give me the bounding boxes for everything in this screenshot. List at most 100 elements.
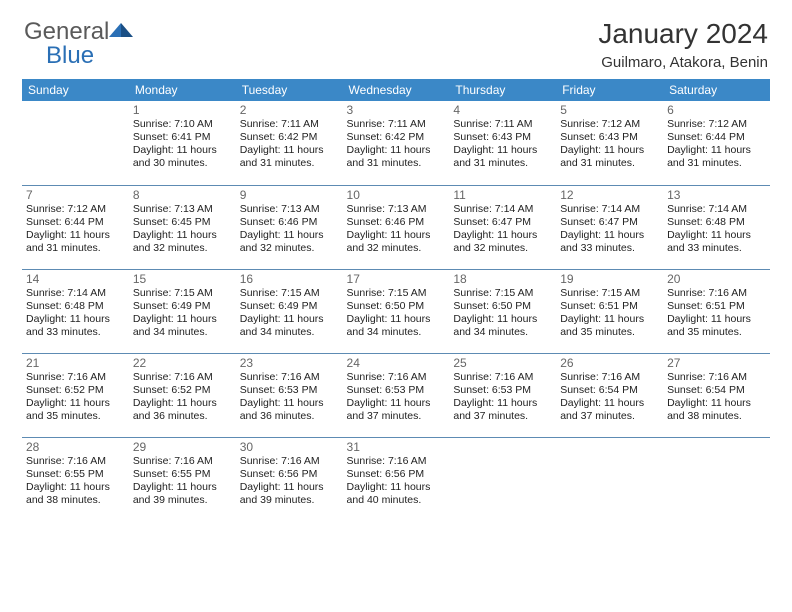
day-details: Sunrise: 7:16 AMSunset: 6:52 PMDaylight:…: [26, 371, 125, 424]
day-number: 17: [347, 272, 446, 286]
day-number: 23: [240, 356, 339, 370]
weekday-header: Monday: [129, 79, 236, 101]
page-title: January 2024: [598, 18, 768, 50]
day-details: Sunrise: 7:16 AMSunset: 6:53 PMDaylight:…: [347, 371, 446, 424]
empty-cell: [556, 437, 663, 521]
calendar-header-row: SundayMondayTuesdayWednesdayThursdayFrid…: [22, 79, 770, 101]
day-details: Sunrise: 7:11 AMSunset: 6:42 PMDaylight:…: [347, 118, 446, 171]
day-details: Sunrise: 7:13 AMSunset: 6:46 PMDaylight:…: [347, 203, 446, 256]
day-cell: 29Sunrise: 7:16 AMSunset: 6:55 PMDayligh…: [129, 437, 236, 521]
day-details: Sunrise: 7:15 AMSunset: 6:49 PMDaylight:…: [240, 287, 339, 340]
header: General Blue January 2024 Guilmaro, Atak…: [0, 0, 792, 79]
day-number: 13: [667, 188, 766, 202]
day-number: 11: [453, 188, 552, 202]
day-cell: 21Sunrise: 7:16 AMSunset: 6:52 PMDayligh…: [22, 353, 129, 437]
day-number: 26: [560, 356, 659, 370]
weekday-header: Sunday: [22, 79, 129, 101]
day-number: 22: [133, 356, 232, 370]
day-cell: 15Sunrise: 7:15 AMSunset: 6:49 PMDayligh…: [129, 269, 236, 353]
empty-cell: [22, 101, 129, 185]
day-details: Sunrise: 7:16 AMSunset: 6:55 PMDaylight:…: [133, 455, 232, 508]
day-cell: 3Sunrise: 7:11 AMSunset: 6:42 PMDaylight…: [343, 101, 450, 185]
day-details: Sunrise: 7:10 AMSunset: 6:41 PMDaylight:…: [133, 118, 232, 171]
day-cell: 12Sunrise: 7:14 AMSunset: 6:47 PMDayligh…: [556, 185, 663, 269]
day-details: Sunrise: 7:13 AMSunset: 6:46 PMDaylight:…: [240, 203, 339, 256]
day-number: 29: [133, 440, 232, 454]
day-cell: 25Sunrise: 7:16 AMSunset: 6:53 PMDayligh…: [449, 353, 556, 437]
day-cell: 30Sunrise: 7:16 AMSunset: 6:56 PMDayligh…: [236, 437, 343, 521]
logo-text-2: Blue: [46, 42, 94, 70]
day-cell: 18Sunrise: 7:15 AMSunset: 6:50 PMDayligh…: [449, 269, 556, 353]
day-cell: 16Sunrise: 7:15 AMSunset: 6:49 PMDayligh…: [236, 269, 343, 353]
day-details: Sunrise: 7:12 AMSunset: 6:43 PMDaylight:…: [560, 118, 659, 171]
day-details: Sunrise: 7:16 AMSunset: 6:54 PMDaylight:…: [560, 371, 659, 424]
day-details: Sunrise: 7:12 AMSunset: 6:44 PMDaylight:…: [667, 118, 766, 171]
day-details: Sunrise: 7:12 AMSunset: 6:44 PMDaylight:…: [26, 203, 125, 256]
day-details: Sunrise: 7:16 AMSunset: 6:52 PMDaylight:…: [133, 371, 232, 424]
day-cell: 8Sunrise: 7:13 AMSunset: 6:45 PMDaylight…: [129, 185, 236, 269]
day-details: Sunrise: 7:16 AMSunset: 6:53 PMDaylight:…: [240, 371, 339, 424]
day-cell: 1Sunrise: 7:10 AMSunset: 6:41 PMDaylight…: [129, 101, 236, 185]
weekday-header: Wednesday: [343, 79, 450, 101]
day-details: Sunrise: 7:16 AMSunset: 6:55 PMDaylight:…: [26, 455, 125, 508]
day-cell: 5Sunrise: 7:12 AMSunset: 6:43 PMDaylight…: [556, 101, 663, 185]
day-cell: 20Sunrise: 7:16 AMSunset: 6:51 PMDayligh…: [663, 269, 770, 353]
day-number: 25: [453, 356, 552, 370]
day-cell: 4Sunrise: 7:11 AMSunset: 6:43 PMDaylight…: [449, 101, 556, 185]
day-details: Sunrise: 7:11 AMSunset: 6:42 PMDaylight:…: [240, 118, 339, 171]
day-details: Sunrise: 7:14 AMSunset: 6:47 PMDaylight:…: [560, 203, 659, 256]
day-cell: 17Sunrise: 7:15 AMSunset: 6:50 PMDayligh…: [343, 269, 450, 353]
day-cell: 24Sunrise: 7:16 AMSunset: 6:53 PMDayligh…: [343, 353, 450, 437]
day-cell: 6Sunrise: 7:12 AMSunset: 6:44 PMDaylight…: [663, 101, 770, 185]
day-number: 14: [26, 272, 125, 286]
day-cell: 7Sunrise: 7:12 AMSunset: 6:44 PMDaylight…: [22, 185, 129, 269]
day-cell: 19Sunrise: 7:15 AMSunset: 6:51 PMDayligh…: [556, 269, 663, 353]
day-cell: 2Sunrise: 7:11 AMSunset: 6:42 PMDaylight…: [236, 101, 343, 185]
day-details: Sunrise: 7:16 AMSunset: 6:53 PMDaylight:…: [453, 371, 552, 424]
day-details: Sunrise: 7:13 AMSunset: 6:45 PMDaylight:…: [133, 203, 232, 256]
calendar-table: SundayMondayTuesdayWednesdayThursdayFrid…: [22, 79, 770, 521]
day-cell: 10Sunrise: 7:13 AMSunset: 6:46 PMDayligh…: [343, 185, 450, 269]
day-cell: 13Sunrise: 7:14 AMSunset: 6:48 PMDayligh…: [663, 185, 770, 269]
day-number: 8: [133, 188, 232, 202]
day-cell: 9Sunrise: 7:13 AMSunset: 6:46 PMDaylight…: [236, 185, 343, 269]
day-number: 27: [667, 356, 766, 370]
day-details: Sunrise: 7:16 AMSunset: 6:56 PMDaylight:…: [240, 455, 339, 508]
day-cell: 31Sunrise: 7:16 AMSunset: 6:56 PMDayligh…: [343, 437, 450, 521]
day-details: Sunrise: 7:14 AMSunset: 6:48 PMDaylight:…: [26, 287, 125, 340]
calendar-body: 1Sunrise: 7:10 AMSunset: 6:41 PMDaylight…: [22, 101, 770, 521]
day-number: 12: [560, 188, 659, 202]
weekday-header: Thursday: [449, 79, 556, 101]
day-details: Sunrise: 7:16 AMSunset: 6:56 PMDaylight:…: [347, 455, 446, 508]
title-block: January 2024 Guilmaro, Atakora, Benin: [598, 18, 768, 71]
day-number: 31: [347, 440, 446, 454]
day-cell: 26Sunrise: 7:16 AMSunset: 6:54 PMDayligh…: [556, 353, 663, 437]
day-number: 19: [560, 272, 659, 286]
day-details: Sunrise: 7:16 AMSunset: 6:51 PMDaylight:…: [667, 287, 766, 340]
day-cell: 28Sunrise: 7:16 AMSunset: 6:55 PMDayligh…: [22, 437, 129, 521]
day-details: Sunrise: 7:14 AMSunset: 6:48 PMDaylight:…: [667, 203, 766, 256]
day-number: 16: [240, 272, 339, 286]
day-number: 20: [667, 272, 766, 286]
day-details: Sunrise: 7:16 AMSunset: 6:54 PMDaylight:…: [667, 371, 766, 424]
day-number: 7: [26, 188, 125, 202]
day-number: 9: [240, 188, 339, 202]
day-details: Sunrise: 7:15 AMSunset: 6:50 PMDaylight:…: [453, 287, 552, 340]
day-details: Sunrise: 7:15 AMSunset: 6:50 PMDaylight:…: [347, 287, 446, 340]
day-details: Sunrise: 7:15 AMSunset: 6:51 PMDaylight:…: [560, 287, 659, 340]
day-number: 3: [347, 103, 446, 117]
day-cell: 11Sunrise: 7:14 AMSunset: 6:47 PMDayligh…: [449, 185, 556, 269]
day-cell: 14Sunrise: 7:14 AMSunset: 6:48 PMDayligh…: [22, 269, 129, 353]
day-details: Sunrise: 7:14 AMSunset: 6:47 PMDaylight:…: [453, 203, 552, 256]
day-details: Sunrise: 7:15 AMSunset: 6:49 PMDaylight:…: [133, 287, 232, 340]
day-number: 21: [26, 356, 125, 370]
day-number: 18: [453, 272, 552, 286]
weekday-header: Saturday: [663, 79, 770, 101]
day-number: 2: [240, 103, 339, 117]
day-number: 24: [347, 356, 446, 370]
day-number: 5: [560, 103, 659, 117]
location-text: Guilmaro, Atakora, Benin: [598, 54, 768, 71]
weekday-header: Tuesday: [236, 79, 343, 101]
day-details: Sunrise: 7:11 AMSunset: 6:43 PMDaylight:…: [453, 118, 552, 171]
day-number: 6: [667, 103, 766, 117]
